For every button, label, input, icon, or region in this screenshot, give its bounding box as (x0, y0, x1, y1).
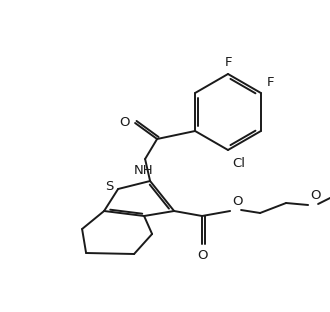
Text: O: O (197, 249, 207, 262)
Text: O: O (119, 115, 130, 129)
Text: NH: NH (133, 164, 153, 177)
Text: Cl: Cl (232, 157, 245, 170)
Text: O: O (310, 189, 320, 202)
Text: O: O (232, 195, 243, 208)
Text: S: S (105, 179, 113, 193)
Text: F: F (224, 56, 232, 69)
Text: F: F (267, 76, 275, 89)
